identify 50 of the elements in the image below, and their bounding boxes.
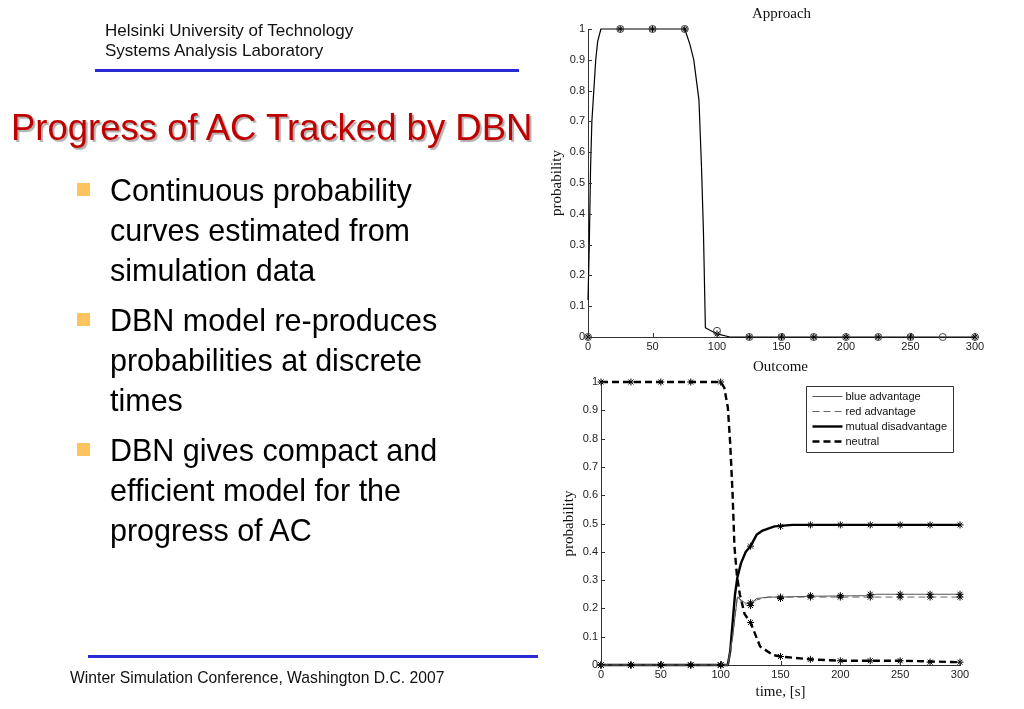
text: DBN gives compact and efficient model for the progress of AC (110, 432, 439, 550)
y-tick-label: 0.5 (582, 516, 598, 529)
x-tick-label: 200 (836, 339, 856, 352)
y-tick-label: 0.4 (582, 544, 598, 557)
x-tick-label: 200 (831, 667, 850, 680)
y-tick-label: 0.2 (569, 268, 585, 281)
text: DBN model re-produces probabilities at discrete times (110, 302, 439, 419)
text: Progress of AC Tracked by DBN (11, 107, 533, 149)
y-tick-label: 0.1 (569, 299, 585, 312)
x-tick-label: 300 (965, 339, 985, 352)
y-tick-label: 0.6 (569, 145, 585, 158)
x-tick-label: 100 (711, 667, 730, 680)
text: Helsinki University of Technology (105, 21, 354, 41)
x-tick-label: 300 (950, 667, 970, 680)
y-tick-label: 0.9 (582, 403, 598, 416)
x-tick-label: 250 (890, 667, 910, 680)
chart-title: Approach (751, 4, 812, 21)
y-tick-label: 0 (578, 330, 585, 343)
y-axis-title: probability (547, 149, 564, 216)
y-axis-title: probability (559, 490, 576, 557)
y-tick-label: 0.6 (582, 488, 598, 501)
text: Systems Analysis Laboratory (105, 41, 325, 61)
y-tick-label: 0.1 (582, 629, 598, 642)
x-tick-label: 100 (707, 339, 727, 352)
x-axis-title: time, [s] (755, 682, 806, 699)
x-tick-label: 50 (654, 667, 667, 680)
legend-label: red advantage (845, 404, 916, 417)
text: Winter Simulation Conference, Washington D.C. 2007 (70, 669, 445, 687)
y-tick-label: 0.9 (569, 52, 585, 65)
y-tick-label: 1 (578, 22, 585, 35)
legend-label: blue advantage (845, 389, 921, 402)
y-tick-label: 0.7 (582, 459, 598, 472)
x-tick-label: 250 (901, 339, 920, 352)
y-tick-label: 1 (591, 375, 598, 388)
y-tick-label: 0.8 (582, 431, 598, 444)
x-tick-label: 150 (772, 339, 791, 352)
y-tick-label: 0.2 (582, 601, 598, 614)
y-tick-label: 0 (591, 658, 598, 671)
y-tick-label: 0.5 (569, 176, 585, 189)
chart-title: Outcome (753, 357, 809, 374)
y-tick-label: 0.7 (569, 114, 585, 127)
y-tick-label: 0.4 (569, 206, 585, 219)
x-tick-label: 50 (646, 339, 659, 352)
legend-label: mutual disadvantage (845, 419, 947, 432)
y-tick-label: 0.3 (569, 237, 585, 250)
y-tick-label: 0.8 (569, 83, 585, 96)
y-tick-label: 0.3 (582, 573, 598, 586)
text: Continuous probability curves estimated from simulation data (110, 172, 413, 289)
x-tick-label: 150 (771, 667, 790, 680)
legend-label: neutral (845, 434, 880, 447)
